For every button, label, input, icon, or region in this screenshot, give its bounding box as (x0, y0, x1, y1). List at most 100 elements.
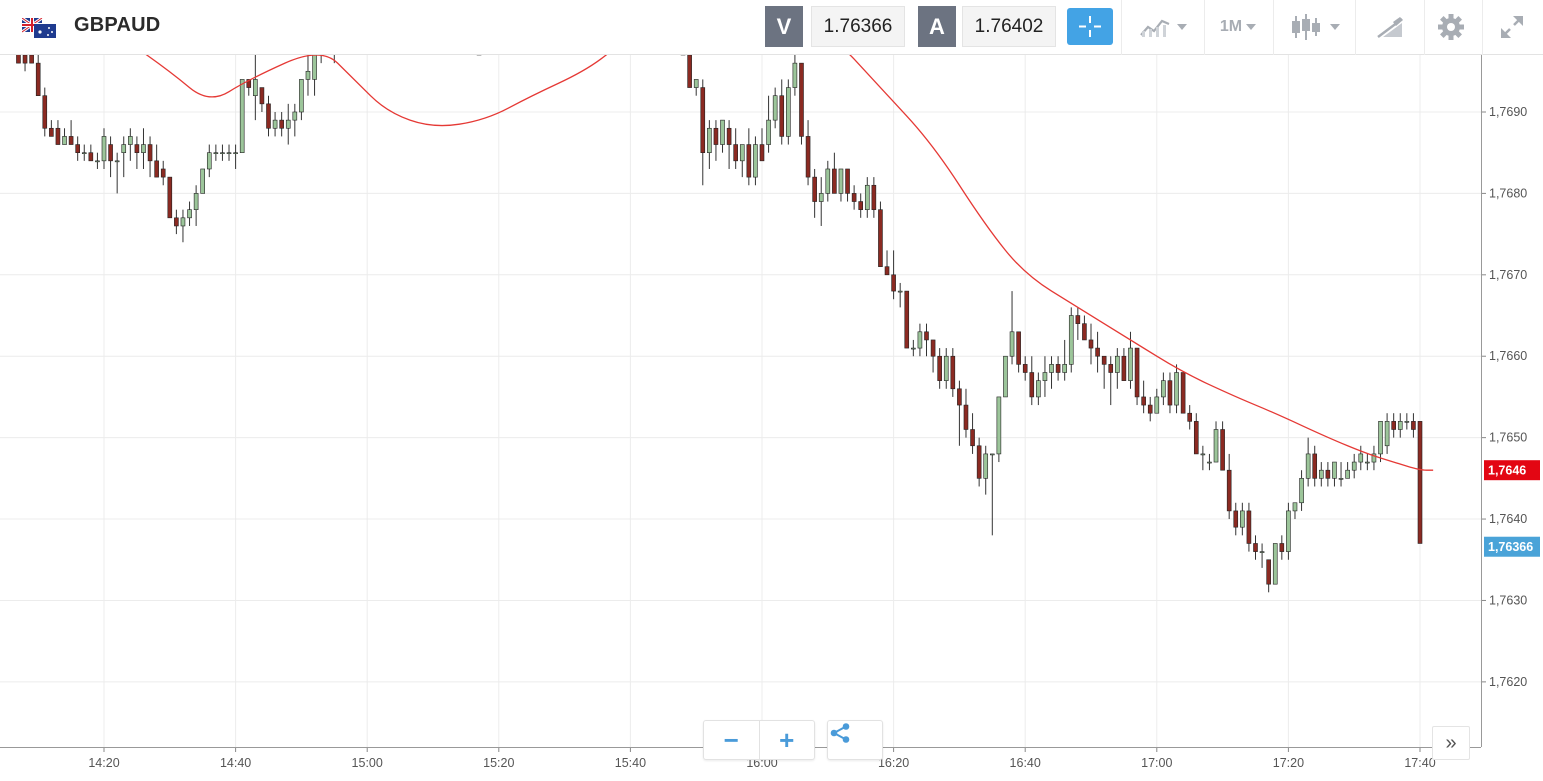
candle-down (16, 55, 21, 64)
candle-down (1246, 502, 1252, 552)
crosshair-button[interactable] (1067, 8, 1113, 45)
ask-label: A (918, 6, 956, 47)
fullscreen-button[interactable] (1492, 8, 1532, 46)
moving-average-line (145, 55, 1434, 471)
ask-price-button[interactable]: 1.76402 (962, 6, 1056, 47)
candle-down (1325, 462, 1331, 487)
zoom-out-button[interactable]: − (704, 721, 760, 759)
candle-body (1121, 355, 1127, 381)
candle-body (838, 168, 844, 194)
candle-down (970, 413, 975, 454)
candle-body (1305, 453, 1311, 479)
candle-down (174, 209, 179, 235)
y-tick-label: 1,7670 (1489, 268, 1527, 282)
candle-body (167, 176, 173, 219)
candle-up (1384, 413, 1390, 454)
candle-body (1049, 364, 1054, 373)
x-tick-label: 14:40 (220, 756, 251, 770)
candle-body (726, 127, 732, 145)
candle-down (1266, 559, 1271, 593)
candle-up (233, 144, 238, 169)
candle-up (693, 79, 699, 96)
candle-down (1233, 502, 1239, 536)
candle-down (963, 388, 969, 438)
candle-body (213, 152, 219, 154)
price-chart[interactable]: 1,7620 1,7630 1,7640 1,7650 1,7660 1,7670 1,76… (0, 55, 1543, 781)
x-tick-label: 17:20 (1273, 756, 1304, 770)
candle-body (154, 160, 159, 178)
candle-body (1180, 372, 1186, 414)
candle-body (1272, 543, 1278, 585)
candle-down (1082, 315, 1087, 341)
candle-up (333, 55, 335, 64)
timeframe-select[interactable]: 1M (1212, 8, 1264, 46)
candle-up (943, 348, 949, 389)
candle-down (29, 55, 34, 64)
candle-style-button[interactable] (1285, 8, 1345, 46)
candle-body (1009, 331, 1015, 357)
candle-down (1187, 405, 1192, 430)
candle-up (1128, 331, 1133, 389)
candle-body (1351, 461, 1357, 471)
candle-body (845, 168, 850, 194)
candle-down (49, 120, 54, 137)
candle-down (930, 339, 936, 373)
bid-price-button[interactable]: 1.76366 (811, 6, 905, 47)
candle-up (1161, 372, 1166, 406)
drawing-tools-button[interactable] (1365, 8, 1415, 46)
candle-up (1319, 462, 1324, 487)
candle-up (1200, 445, 1206, 471)
candle-body (871, 184, 877, 210)
candle-body (1332, 461, 1337, 479)
candle-down (1147, 396, 1153, 422)
candle-down (134, 136, 140, 169)
candle-down (1417, 421, 1423, 544)
candle-body (1128, 347, 1133, 381)
candle-body (786, 87, 791, 137)
candlestick-chart[interactable]: 1,7620 1,7630 1,7640 1,7650 1,7660 1,7670 1,76… (0, 55, 1543, 781)
x-tick-label: 17:00 (1141, 756, 1172, 770)
candle-body (1266, 559, 1271, 585)
candle-up (299, 79, 304, 121)
candle-up (305, 55, 311, 96)
candle-up (1292, 502, 1298, 520)
share-icon (830, 723, 850, 743)
gb-au-flag-icon (22, 18, 56, 38)
price-marker: 1,76366 (1484, 536, 1540, 557)
candle-up (1259, 543, 1265, 568)
fullscreen-icon (1501, 16, 1523, 38)
candle-down (22, 55, 28, 72)
candle-body (884, 266, 890, 276)
candle-body (1240, 510, 1245, 528)
zoom-in-button[interactable]: + (779, 725, 795, 755)
candle-body (1161, 380, 1166, 398)
candle-body (1147, 404, 1153, 414)
candle-down (154, 144, 159, 178)
candle-body (1207, 461, 1212, 464)
candle-up (983, 445, 989, 495)
candle-down (687, 55, 692, 88)
y-tick-label: 1,7650 (1489, 431, 1527, 445)
zoom-controls: − + (703, 720, 815, 760)
candle-up (206, 144, 212, 178)
candle-down (1312, 445, 1318, 487)
candle-body (733, 144, 738, 162)
candle-body (226, 152, 232, 154)
chart-type-button[interactable] (1130, 8, 1196, 46)
settings-button[interactable] (1432, 8, 1470, 46)
share-button[interactable] (827, 720, 883, 760)
candle-body (49, 127, 54, 137)
scroll-to-latest-button[interactable]: » (1432, 726, 1470, 760)
x-tick-label: 16:40 (1010, 756, 1041, 770)
candle-body (707, 127, 712, 153)
candle-body (858, 201, 864, 210)
candle-down (1279, 535, 1285, 560)
candle-up (1003, 355, 1008, 398)
candle-down (812, 168, 817, 218)
candle-body (864, 184, 870, 210)
candle-down (805, 120, 811, 186)
candle-body (279, 119, 284, 129)
y-tick-label: 1,7620 (1489, 675, 1527, 689)
candle-up (1036, 372, 1041, 406)
candle-up (753, 136, 758, 186)
